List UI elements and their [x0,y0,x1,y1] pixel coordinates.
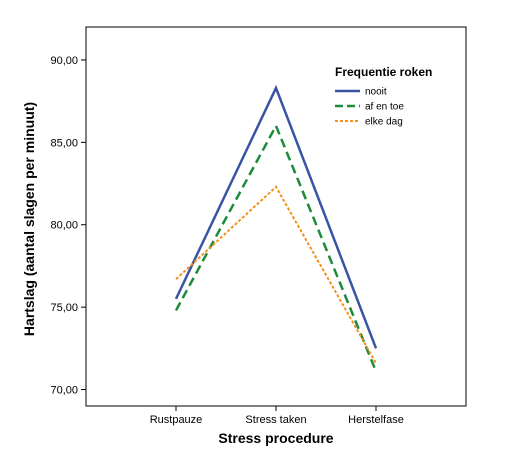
x-tick-label: Rustpauze [150,414,203,426]
legend-label: nooit [365,87,387,98]
x-tick-label: Herstelfase [348,414,404,426]
y-axis: 70,00 75,00 80,00 85,00 90,00 [50,55,86,397]
series-line-af-en-toe [174,122,378,372]
y-axis-title: Hartslag (aantal slagen per minuut) [21,102,37,336]
x-axis-title: Stress procedure [218,430,333,446]
legend: Frequentie roken nooit af en toe elke dag [335,65,432,128]
x-axis: Rustpauze Stress taken Herstelfase [150,406,404,426]
legend-label: af en toe [365,102,404,113]
y-tick-label: 70,00 [50,385,78,397]
series-line-nooit [174,84,378,349]
y-tick-label: 85,00 [50,137,78,149]
y-tick-label: 90,00 [50,55,78,67]
y-tick-label: 75,00 [50,302,78,314]
plot-frame [85,26,467,407]
x-tick-label: Stress taken [245,414,306,426]
series-line-elke-dag [175,185,377,364]
legend-label: elke dag [365,117,403,128]
legend-title: Frequentie roken [335,65,432,79]
series-lines [174,84,378,372]
y-tick-label: 80,00 [50,220,78,232]
